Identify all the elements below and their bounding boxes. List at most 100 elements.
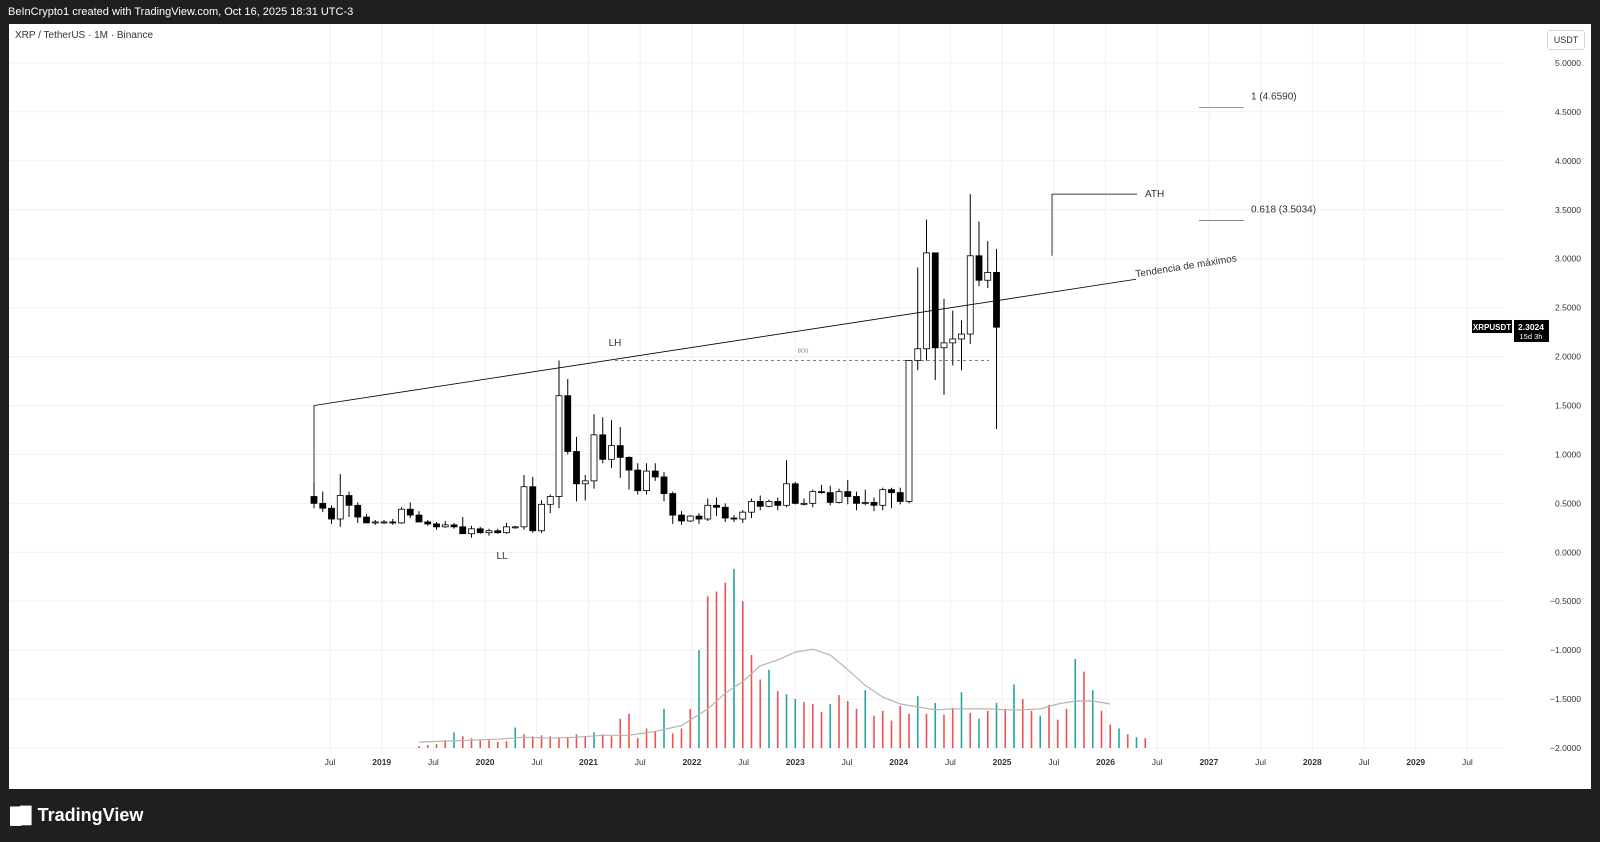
volume-bar [943, 714, 945, 748]
volume-bar [610, 736, 613, 748]
volume-bar [461, 736, 464, 748]
volume-bar [496, 742, 499, 748]
ath-label: ATH [1145, 189, 1164, 200]
candle-body [686, 515, 694, 522]
symbol-title[interactable]: XRP / TetherUS · 1M · Binance [15, 30, 154, 41]
tradingview-logo[interactable]: █▉ TradingView [10, 805, 143, 826]
candle-body [398, 508, 405, 524]
candle-body [380, 521, 388, 524]
candle-body [853, 496, 860, 504]
volume-bar [951, 707, 954, 748]
trendline [313, 278, 1137, 406]
volume-bar [593, 732, 595, 748]
volume-bar [575, 734, 578, 748]
attribution-banner: BeInCrypto1 created with TradingView.com… [0, 0, 1600, 24]
volume-bar [470, 738, 473, 748]
volume-bar [1074, 658, 1077, 748]
time-tick-label: 2024 [889, 757, 908, 767]
candle-body [958, 333, 965, 340]
time-tick-label: Jul [635, 757, 646, 767]
volume-bar [1065, 708, 1068, 748]
candle-body [441, 524, 449, 528]
price-tick-label: 4.5000 [1555, 107, 1581, 117]
volume-bar [566, 737, 569, 748]
candle-body [774, 500, 782, 506]
candle-body [310, 496, 318, 504]
volume-bar [1021, 699, 1024, 748]
price-tick-label: −1.5000 [1550, 694, 1581, 704]
volume-bar [811, 703, 814, 748]
volume-bar [418, 746, 420, 748]
volume-bar [776, 691, 779, 748]
volume-bar [1039, 715, 1042, 748]
price-tick-label: 2.0000 [1555, 352, 1581, 362]
volume-bar [820, 711, 823, 748]
volume-bar [873, 715, 875, 748]
time-tick-label: 2029 [1406, 757, 1425, 767]
candle-body [809, 491, 817, 504]
footer: █▉ TradingView [0, 789, 1600, 842]
candle-body [415, 514, 423, 523]
volume-bar [768, 669, 770, 748]
ll-label: LL [496, 551, 508, 562]
candle-body [695, 515, 703, 520]
price-chart[interactable]: 5.0000 4.5000 4.0000 3.5000 3.0000 2.5000 2.00… [9, 24, 1591, 789]
price-tick-label: −0.5000 [1550, 596, 1581, 606]
trendline-label: Tendencia de máximos [1135, 253, 1238, 280]
volume-bar [1135, 737, 1138, 748]
candle-body [608, 445, 615, 460]
candle-body [459, 526, 467, 535]
volume-ma-line [418, 648, 1111, 743]
candle-body [940, 342, 948, 349]
candle-body [966, 255, 974, 335]
time-tick-label: Jul [1048, 757, 1059, 767]
candle-body [406, 508, 414, 516]
candle-body [625, 456, 633, 471]
time-tick-label: 2019 [372, 757, 391, 767]
price-tick-label: 0.0000 [1555, 547, 1581, 557]
price-tick-label: 3.0000 [1555, 254, 1581, 264]
price-tick-label: 5.0000 [1555, 58, 1581, 68]
symbol-tag-bg [1472, 319, 1512, 333]
volume-bar [1004, 708, 1007, 748]
price-tick-label: 3.5000 [1555, 205, 1581, 215]
volume-bar [829, 703, 832, 748]
price-tick-label: 1.0000 [1555, 449, 1581, 459]
volume-bar [733, 568, 735, 748]
candle-body [660, 476, 668, 494]
price-tick-label: 1.5000 [1555, 401, 1581, 411]
volume-bar [916, 696, 919, 748]
candle-body [765, 500, 773, 507]
tradingview-logo-icon: █▉ [10, 807, 33, 825]
volume-bar [628, 713, 630, 748]
candle-body [511, 526, 519, 529]
chart-area[interactable]: 5.0000 4.5000 4.0000 3.5000 3.0000 2.5000 2.00… [9, 24, 1591, 789]
candle-body [336, 495, 344, 520]
candle-body [529, 486, 537, 532]
candle-body [468, 528, 475, 535]
volume-bar [803, 702, 805, 748]
time-tick-label: 2020 [476, 757, 495, 767]
price-tick-label: −1.0000 [1550, 645, 1581, 655]
time-tick-label: 2025 [993, 757, 1012, 767]
time-tick-label: Jul [428, 757, 439, 767]
volume-bar [619, 718, 622, 748]
volume-bar [426, 745, 429, 748]
volume-bar [680, 728, 683, 748]
candle-body [704, 504, 712, 520]
price-tag-bg [1514, 319, 1549, 342]
currency-selector[interactable]: USDT [1547, 30, 1585, 50]
countdown-label: 15d 3h [1520, 332, 1543, 341]
volume-bar [1144, 738, 1147, 748]
candle-body [389, 521, 397, 524]
volume-bar [864, 690, 867, 748]
volume-bar [995, 702, 998, 748]
volume-bar [1048, 704, 1050, 748]
candle-body [520, 486, 528, 528]
time-tick-label: Jul [1152, 757, 1163, 767]
candle-body [546, 496, 554, 505]
lh-label: LH [609, 338, 622, 349]
candle-body [590, 434, 598, 482]
volume-bar [978, 718, 980, 748]
candle-body [835, 491, 843, 503]
